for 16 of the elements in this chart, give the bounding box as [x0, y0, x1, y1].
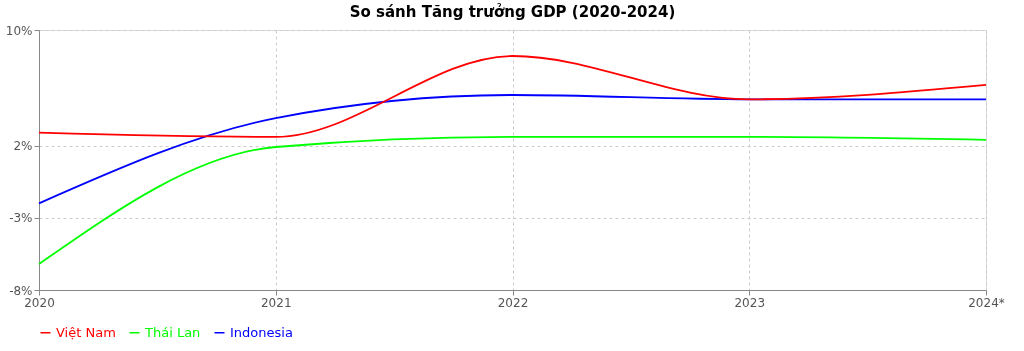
x-tick-label: 2024* — [968, 295, 1005, 310]
y-tick-label: -3% — [9, 211, 33, 226]
y-tick-label: 10% — [5, 23, 33, 38]
x-tick-label: 2020 — [24, 295, 55, 310]
legend-label: Việt Nam — [56, 324, 116, 340]
line-series — [38, 55, 987, 138]
x-tick-label: 2022 — [497, 295, 529, 310]
chart-title: So sánh Tăng trưởng GDP (2020-2024) — [349, 3, 676, 21]
line-series — [38, 135, 987, 265]
legend-label: Thái Lan — [144, 324, 201, 340]
line-series — [38, 94, 987, 205]
legend-label: Indonesia — [230, 324, 293, 340]
y-tick-label: 2% — [13, 139, 33, 154]
x-tick-label: 2023 — [734, 295, 766, 310]
x-tick-label: 2021 — [260, 295, 292, 310]
y-tick-label: -8% — [9, 283, 33, 298]
